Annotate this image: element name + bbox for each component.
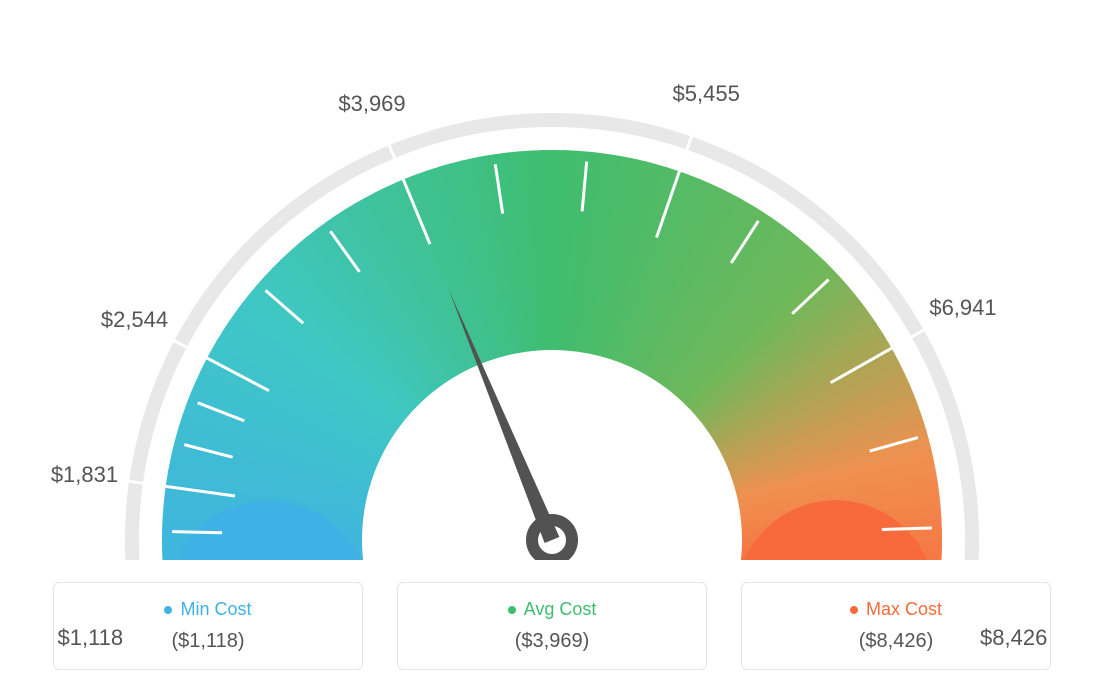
legend-title: Avg Cost [508,599,597,620]
gauge-chart: $1,118$1,831$2,544$3,969$5,455$6,941$8,4… [0,0,1104,560]
legend-title: Max Cost [850,599,942,620]
tick-label: $1,831 [51,462,118,488]
legend-dot-icon [850,606,858,614]
legend-card: Max Cost ($8,426) [741,582,1051,670]
gauge-svg [0,0,1104,560]
legend-value: ($1,118) [54,630,362,653]
legend-value: ($8,426) [742,630,1050,653]
tick-label: $2,544 [101,307,168,333]
legend-row: Min Cost ($1,118) Avg Cost ($3,969) Max Cost… [53,582,1051,670]
legend-label: Avg Cost [524,599,597,620]
tick-label: $6,941 [929,295,996,321]
minor-tick [172,532,222,533]
tick-label: $5,455 [673,81,740,107]
legend-label: Min Cost [180,599,251,620]
legend-value: ($3,969) [398,630,706,653]
legend-card: Min Cost ($1,118) [53,582,363,670]
legend-dot-icon [164,606,172,614]
legend-card: Avg Cost ($3,969) [397,582,707,670]
tick-label: $3,969 [338,91,405,117]
legend-label: Max Cost [866,599,942,620]
minor-tick [882,528,932,530]
legend-title: Min Cost [164,599,251,620]
legend-dot-icon [508,606,516,614]
